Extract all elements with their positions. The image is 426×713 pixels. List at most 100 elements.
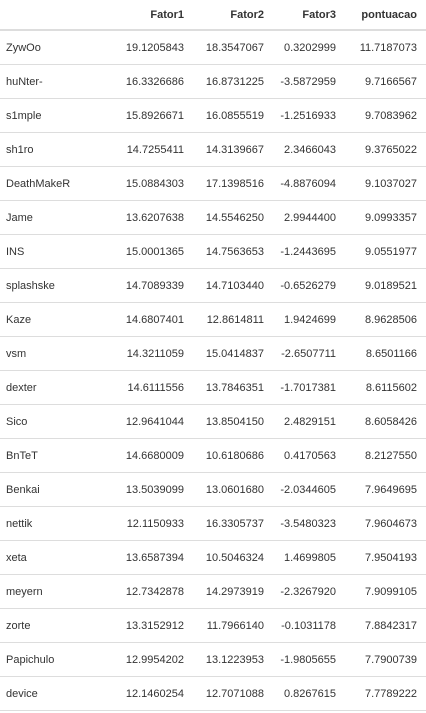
cell-fator1: 13.6207638 — [101, 200, 193, 235]
cell-fator2: 13.7846351 — [193, 370, 273, 405]
cell-fator2: 11.7966140 — [193, 608, 273, 643]
table-row: Jame 13.6207638 14.5546250 2.9944400 9.09933… — [0, 200, 426, 235]
cell-fator1: 15.0884303 — [101, 166, 193, 201]
table-row: splashske 14.7089339 14.7103440 -0.6526279 9… — [0, 268, 426, 303]
cell-player: splashske — [0, 268, 101, 303]
cell-fator3: -2.3267920 — [273, 574, 345, 609]
cell-fator2: 16.8731225 — [193, 64, 273, 99]
cell-fator3: -1.9805655 — [273, 642, 345, 677]
cell-pontuacao: 9.0551977 — [345, 234, 426, 269]
cell-fator1: 12.7342878 — [101, 574, 193, 609]
cell-fator1: 12.9641044 — [101, 404, 193, 439]
cell-fator3: -1.2516933 — [273, 98, 345, 133]
cell-pontuacao: 9.0189521 — [345, 268, 426, 303]
cell-fator1: 12.1150933 — [101, 506, 193, 541]
cell-fator1: 16.3326686 — [101, 64, 193, 99]
cell-fator3: -3.5480323 — [273, 506, 345, 541]
cell-fator1: 14.6680009 — [101, 438, 193, 473]
cell-fator3: 1.4699805 — [273, 540, 345, 575]
cell-fator2: 14.5546250 — [193, 200, 273, 235]
cell-player: Jame — [0, 200, 101, 235]
cell-player: Papichulo — [0, 642, 101, 677]
cell-pontuacao: 9.1037027 — [345, 166, 426, 201]
cell-fator3: -0.6526279 — [273, 268, 345, 303]
cell-pontuacao: 8.6115602 — [345, 370, 426, 405]
cell-player: huNter- — [0, 64, 101, 99]
cell-pontuacao: 8.6058426 — [345, 404, 426, 439]
table-row: huNter- 16.3326686 16.8731225 -3.5872959 9.7… — [0, 64, 426, 99]
cell-pontuacao: 9.7083962 — [345, 98, 426, 133]
table-row: Sico 12.9641044 13.8504150 2.4829151 8.60584… — [0, 404, 426, 439]
cell-pontuacao: 7.7900739 — [345, 642, 426, 677]
cell-pontuacao: 8.9628506 — [345, 302, 426, 337]
table-body: ZywOo 19.1205843 18.3547067 0.3202999 11.718… — [0, 29, 426, 711]
table-row: xeta 13.6587394 10.5046324 1.4699805 7.95041… — [0, 540, 426, 575]
cell-fator3: -4.8876094 — [273, 166, 345, 201]
cell-pontuacao: 7.9099105 — [345, 574, 426, 609]
cell-fator3: -3.5872959 — [273, 64, 345, 99]
cell-fator2: 13.1223953 — [193, 642, 273, 677]
cell-fator1: 12.1460254 — [101, 676, 193, 711]
cell-player: DeathMakeR — [0, 166, 101, 201]
cell-fator3: 1.9424699 — [273, 302, 345, 337]
table-row: BnTeT 14.6680009 10.6180686 0.4170563 8.2127… — [0, 438, 426, 473]
cell-fator3: 0.3202999 — [273, 29, 345, 65]
cell-player: dexter — [0, 370, 101, 405]
cell-player: xeta — [0, 540, 101, 575]
table-row: vsm 14.3211059 15.0414837 -2.6507711 8.65011… — [0, 336, 426, 371]
cell-fator1: 13.6587394 — [101, 540, 193, 575]
cell-fator1: 19.1205843 — [101, 29, 193, 65]
cell-fator3: -1.2443695 — [273, 234, 345, 269]
cell-fator3: 2.4829151 — [273, 404, 345, 439]
cell-fator3: -2.6507711 — [273, 336, 345, 371]
header-fator3: Fator3 — [273, 0, 345, 31]
cell-fator3: 2.3466043 — [273, 132, 345, 167]
cell-player: ZywOo — [0, 29, 101, 65]
cell-fator2: 16.0855519 — [193, 98, 273, 133]
header-row: Fator1 Fator2 Fator3 pontuacao — [0, 0, 426, 31]
table-row: Kaze 14.6807401 12.8614811 1.9424699 8.96285… — [0, 302, 426, 337]
table-row: INS 15.0001365 14.7563653 -1.2443695 9.05519… — [0, 234, 426, 269]
cell-fator3: 0.4170563 — [273, 438, 345, 473]
header-fator2: Fator2 — [193, 0, 273, 31]
cell-fator1: 13.5039099 — [101, 472, 193, 507]
cell-fator2: 18.3547067 — [193, 29, 273, 65]
cell-fator1: 15.8926671 — [101, 98, 193, 133]
cell-fator2: 13.8504150 — [193, 404, 273, 439]
cell-pontuacao: 9.7166567 — [345, 64, 426, 99]
cell-player: sh1ro — [0, 132, 101, 167]
table-row: sh1ro 14.7255411 14.3139667 2.3466043 9.3765… — [0, 132, 426, 167]
cell-fator2: 10.5046324 — [193, 540, 273, 575]
cell-fator2: 13.0601680 — [193, 472, 273, 507]
cell-fator1: 14.6807401 — [101, 302, 193, 337]
cell-pontuacao: 7.9649695 — [345, 472, 426, 507]
cell-fator3: -1.7017381 — [273, 370, 345, 405]
cell-fator1: 14.7255411 — [101, 132, 193, 167]
cell-pontuacao: 7.9504193 — [345, 540, 426, 575]
cell-pontuacao: 8.2127550 — [345, 438, 426, 473]
table-header: Fator1 Fator2 Fator3 pontuacao — [0, 0, 426, 31]
cell-fator1: 12.9954202 — [101, 642, 193, 677]
cell-fator1: 14.3211059 — [101, 336, 193, 371]
cell-pontuacao: 9.0993357 — [345, 200, 426, 235]
cell-player: nettik — [0, 506, 101, 541]
cell-fator2: 14.7563653 — [193, 234, 273, 269]
cell-player: meyern — [0, 574, 101, 609]
table-row: device 12.1460254 12.7071088 0.8267615 7.778… — [0, 676, 426, 711]
cell-fator2: 14.7103440 — [193, 268, 273, 303]
cell-pontuacao: 7.9604673 — [345, 506, 426, 541]
cell-pontuacao: 9.3765022 — [345, 132, 426, 167]
table-row: meyern 12.7342878 14.2973919 -2.3267920 7.90… — [0, 574, 426, 609]
cell-fator1: 13.3152912 — [101, 608, 193, 643]
cell-player: zorte — [0, 608, 101, 643]
cell-player: Sico — [0, 404, 101, 439]
cell-pontuacao: 7.8842317 — [345, 608, 426, 643]
header-fator1: Fator1 — [101, 0, 193, 31]
cell-player: s1mple — [0, 98, 101, 133]
cell-player: INS — [0, 234, 101, 269]
cell-fator2: 15.0414837 — [193, 336, 273, 371]
header-player — [0, 0, 101, 31]
table-row: dexter 14.6111556 13.7846351 -1.7017381 8.61… — [0, 370, 426, 405]
cell-fator3: -2.0344605 — [273, 472, 345, 507]
